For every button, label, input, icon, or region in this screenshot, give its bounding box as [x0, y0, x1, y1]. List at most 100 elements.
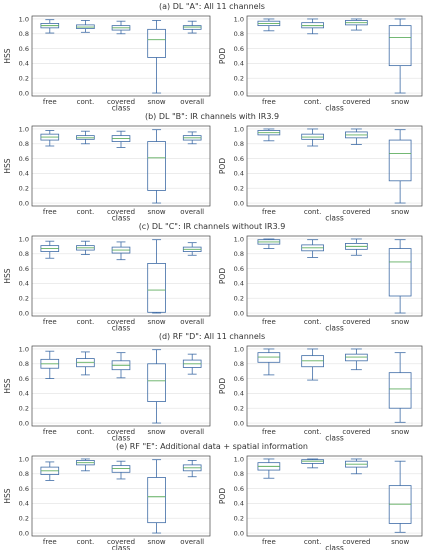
x-tick-label: cont.: [304, 318, 322, 326]
x-axis-label: class: [325, 104, 344, 113]
plot-frame: [246, 15, 423, 97]
y-axis-label: HSS: [3, 488, 12, 503]
box-covered: covered: [342, 128, 370, 216]
box-snow: snow: [388, 460, 412, 546]
box-covered: covered: [107, 460, 135, 546]
box-covered: covered: [342, 18, 370, 106]
y-tick-label: 0.4: [19, 390, 29, 398]
box-free: free: [257, 128, 281, 216]
x-axis-label: class: [325, 214, 344, 223]
figure-row-2: (c) DL "C": IR channels without IR3.9 0.0…: [3, 222, 423, 333]
box-free: free: [257, 458, 281, 546]
y-tick-label: 1.0: [19, 455, 29, 463]
box-cont: cont.: [301, 128, 324, 216]
box-snow: snow: [147, 239, 166, 326]
plot-frame: [31, 455, 211, 537]
x-tick-label: cont.: [304, 208, 322, 216]
y-axis-label: HSS: [3, 378, 12, 393]
box-snow: snow: [147, 459, 166, 546]
y-axis-label: HSS: [3, 48, 12, 63]
plot-frame: [31, 345, 211, 427]
x-tick-label: cont.: [77, 428, 95, 436]
y-tick-label: 0.4: [19, 170, 29, 178]
y-tick-label: 1.0: [234, 455, 244, 463]
y-tick-label: 1.0: [234, 125, 244, 133]
y-tick-label: 0.4: [234, 390, 244, 398]
plot-frame: [31, 125, 211, 207]
y-tick-label: 0.2: [234, 295, 244, 303]
box-cont: cont.: [76, 351, 95, 436]
box-iqr: [388, 248, 412, 297]
y-tick-label: 0.4: [234, 280, 244, 288]
y-tick-label: 0.2: [19, 405, 29, 413]
y-tick-label: 0.2: [19, 295, 29, 303]
panel-hss: 0.0 0.2 0.4 0.6 0.8 1.0 HSS free cont. covered sno…: [3, 345, 211, 443]
plot-frame: [246, 345, 423, 427]
x-tick-label: free: [262, 428, 276, 436]
plot-frame: [31, 15, 211, 97]
box-cont: cont.: [76, 20, 95, 106]
plot-frame: [246, 455, 423, 537]
panel-hss: 0.0 0.2 0.4 0.6 0.8 1.0 HSS free cont. covered sno…: [3, 235, 211, 333]
x-tick-label: snow: [148, 318, 166, 326]
y-tick-label: 0.0: [234, 419, 244, 427]
y-axis-label: POD: [218, 268, 227, 284]
panel-hss: 0.0 0.2 0.4 0.6 0.8 1.0 HSS free cont. covered sno…: [3, 125, 211, 223]
y-tick-label: 0.2: [19, 515, 29, 523]
box-iqr: [388, 25, 412, 67]
box-cont: cont.: [301, 18, 324, 106]
y-tick-label: 0.8: [234, 140, 244, 148]
panel-hss: 0.0 0.2 0.4 0.6 0.8 1.0 HSS free cont. covered sno…: [3, 455, 211, 550]
y-tick-label: 1.0: [19, 15, 29, 23]
y-tick-label: 0.6: [234, 155, 244, 163]
row-title: (d) RF "D": All 11 channels: [159, 332, 265, 341]
x-tick-label: free: [43, 538, 57, 546]
panel-pod: 0.0 0.2 0.4 0.6 0.8 1.0 POD free cont. covered sno…: [218, 345, 423, 443]
y-tick-label: 0.6: [234, 265, 244, 273]
x-axis-label: class: [112, 214, 131, 223]
figure-row-1: (b) DL "B": IR channels with IR3.9 0.0 0.2…: [3, 112, 423, 223]
row-title: (a) DL "A": All 11 channels: [159, 2, 265, 11]
y-tick-label: 1.0: [19, 235, 29, 243]
box-free: free: [257, 18, 281, 106]
x-tick-label: cont.: [77, 98, 95, 106]
box-snow: snow: [147, 129, 166, 216]
y-tick-label: 0.8: [19, 360, 29, 368]
plot-frame: [246, 235, 423, 317]
x-tick-label: covered: [107, 318, 135, 326]
y-tick-label: 0.4: [19, 280, 29, 288]
y-tick-label: 0.8: [19, 30, 29, 38]
plot-frame: [31, 235, 211, 317]
figure-row-3: (d) RF "D": All 11 channels 0.0 0.2 0.4 0.6 0…: [3, 332, 423, 443]
x-tick-label: free: [262, 538, 276, 546]
box-iqr: [147, 141, 166, 191]
box-free: free: [257, 238, 281, 326]
figure-row-0: (a) DL "A": All 11 channels0.00.20.40.60…: [3, 2, 423, 113]
box-snow: snow: [388, 352, 412, 436]
y-tick-label: 0.4: [19, 60, 29, 68]
row-title: (c) DL "C": IR channels without IR3.9: [139, 222, 286, 231]
panel-pod: 0.0 0.2 0.4 0.6 0.8 1.0 POD free cont. covered sno…: [218, 125, 423, 223]
box-covered: covered: [342, 238, 370, 326]
y-tick-label: 0.4: [234, 60, 244, 68]
x-axis-label: class: [112, 324, 131, 333]
y-tick-label: 1.0: [19, 345, 29, 353]
y-tick-label: 0.4: [234, 500, 244, 508]
box-snow: snow: [388, 129, 412, 216]
box-cont: cont.: [76, 240, 95, 326]
y-tick-label: 0.2: [234, 75, 244, 83]
box-iqr: [388, 139, 412, 182]
box-snow: snow: [388, 18, 412, 106]
box-cont: cont.: [76, 130, 95, 216]
box-free: free: [40, 130, 60, 216]
y-tick-label: 0.6: [234, 375, 244, 383]
y-tick-label: 1.0: [234, 235, 244, 243]
plot-frame: [246, 125, 423, 207]
y-tick-label: 0.0: [234, 89, 244, 97]
box-free: free: [257, 348, 281, 436]
x-tick-label: covered: [342, 428, 370, 436]
x-tick-label: covered: [107, 538, 135, 546]
x-tick-label: covered: [342, 538, 370, 546]
y-tick-label: 0.6: [19, 265, 29, 273]
x-tick-label: covered: [107, 428, 135, 436]
